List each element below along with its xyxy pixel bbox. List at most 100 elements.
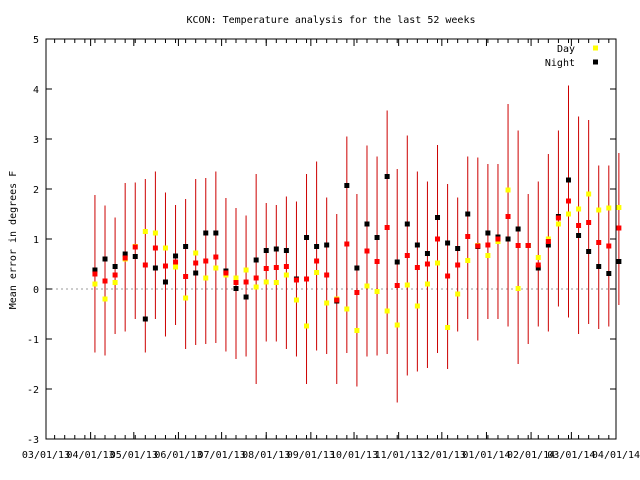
night-point: [586, 249, 592, 254]
mean-point: [152, 245, 158, 251]
day-point: [555, 221, 561, 227]
night-point: [455, 246, 461, 251]
day-point: [384, 308, 390, 314]
mean-point: [283, 264, 289, 269]
mean-point: [545, 239, 551, 244]
plot-area: -3 -2 -1 0 1 2 3 4 5 03/01/1304/01/1305/01/1306/0…: [22, 35, 640, 461]
y-tick-label: -1: [27, 335, 39, 346]
mean-point: [505, 214, 511, 219]
night-point: [132, 254, 138, 259]
mean-point: [606, 243, 612, 249]
legend: Day Night: [545, 44, 598, 69]
day-point: [193, 250, 199, 256]
legend-marker: [593, 45, 598, 51]
night-point: [535, 265, 541, 271]
y-tick-label: 4: [33, 85, 39, 96]
day-point: [283, 272, 289, 278]
mean-point: [193, 260, 199, 266]
day-point: [314, 270, 320, 275]
night-point: [485, 230, 491, 236]
y-tick-label: 1: [33, 235, 39, 246]
mean-point: [273, 265, 279, 270]
night-point: [233, 286, 239, 291]
mean-point: [334, 297, 340, 303]
night-point: [435, 215, 441, 220]
night-point: [596, 264, 602, 269]
night-point: [344, 183, 350, 188]
day-point: [233, 275, 239, 281]
mean-point: [263, 266, 269, 271]
mean-point: [596, 240, 602, 245]
y-tick-label: 3: [33, 135, 39, 146]
x-tick-label: 07/01/13: [198, 450, 246, 461]
mean-point: [404, 253, 410, 258]
night-point: [162, 279, 168, 285]
night-point: [545, 242, 551, 248]
legend-label: Day: [557, 44, 575, 55]
mean-point: [576, 223, 582, 228]
mean-point: [314, 258, 320, 264]
plot-frame: [45, 38, 617, 440]
mean-point: [162, 263, 168, 269]
mean-point: [213, 254, 219, 260]
night-point: [576, 233, 582, 238]
day-point: [102, 296, 108, 302]
night-point: [304, 235, 310, 240]
mean-point: [586, 220, 592, 225]
night-point: [173, 253, 179, 259]
y-tick-label: 0: [33, 285, 39, 296]
mean-point: [566, 198, 571, 204]
mean-point: [233, 280, 239, 285]
night-point: [213, 230, 219, 236]
mean-point: [92, 271, 98, 277]
night-point: [404, 221, 410, 227]
day-point: [435, 260, 441, 266]
day-point: [364, 283, 370, 289]
mean-point: [515, 243, 521, 248]
mean-point: [465, 234, 471, 239]
mean-point: [364, 248, 370, 254]
night-point: [283, 248, 289, 253]
legend-label: Night: [545, 58, 575, 69]
day-point: [586, 191, 592, 197]
night-point: [183, 244, 189, 249]
x-tick-label: 03/01/13: [22, 450, 70, 461]
night-point: [364, 221, 370, 227]
x-tick-label: 01/01/14: [462, 450, 510, 461]
y-tick-label: -2: [27, 385, 39, 396]
mean-point: [142, 262, 148, 268]
night-point: [102, 256, 108, 262]
night-point: [374, 235, 380, 240]
day-point: [424, 281, 430, 287]
mean-point: [122, 255, 128, 261]
mean-point: [223, 270, 229, 276]
night-point: [193, 270, 199, 276]
day-point: [253, 284, 259, 290]
day-point: [273, 280, 279, 285]
mean-point: [445, 273, 451, 279]
mean-point: [384, 225, 390, 230]
night-point: [92, 267, 98, 273]
mean-point: [555, 215, 561, 221]
day-point: [162, 245, 168, 251]
day-point: [112, 280, 118, 285]
day-point: [152, 230, 158, 236]
day-point: [616, 205, 622, 210]
y-tick-label: -3: [27, 435, 39, 446]
day-point: [324, 300, 330, 306]
day-point: [354, 328, 360, 333]
night-point: [515, 226, 521, 232]
night-point: [324, 242, 330, 248]
day-point: [243, 267, 249, 273]
chart-title: KCON: Temperature analysis for the last …: [187, 15, 476, 26]
night-point: [152, 265, 158, 271]
day-point: [173, 264, 179, 270]
day-point: [374, 289, 380, 294]
x-tick-label: 03/01/14: [547, 450, 595, 461]
x-tick-label: 10/01/13: [330, 450, 378, 461]
day-point: [304, 323, 310, 329]
night-point: [384, 174, 390, 179]
night-point: [263, 248, 269, 253]
day-point: [213, 265, 219, 271]
night-point: [445, 240, 451, 246]
